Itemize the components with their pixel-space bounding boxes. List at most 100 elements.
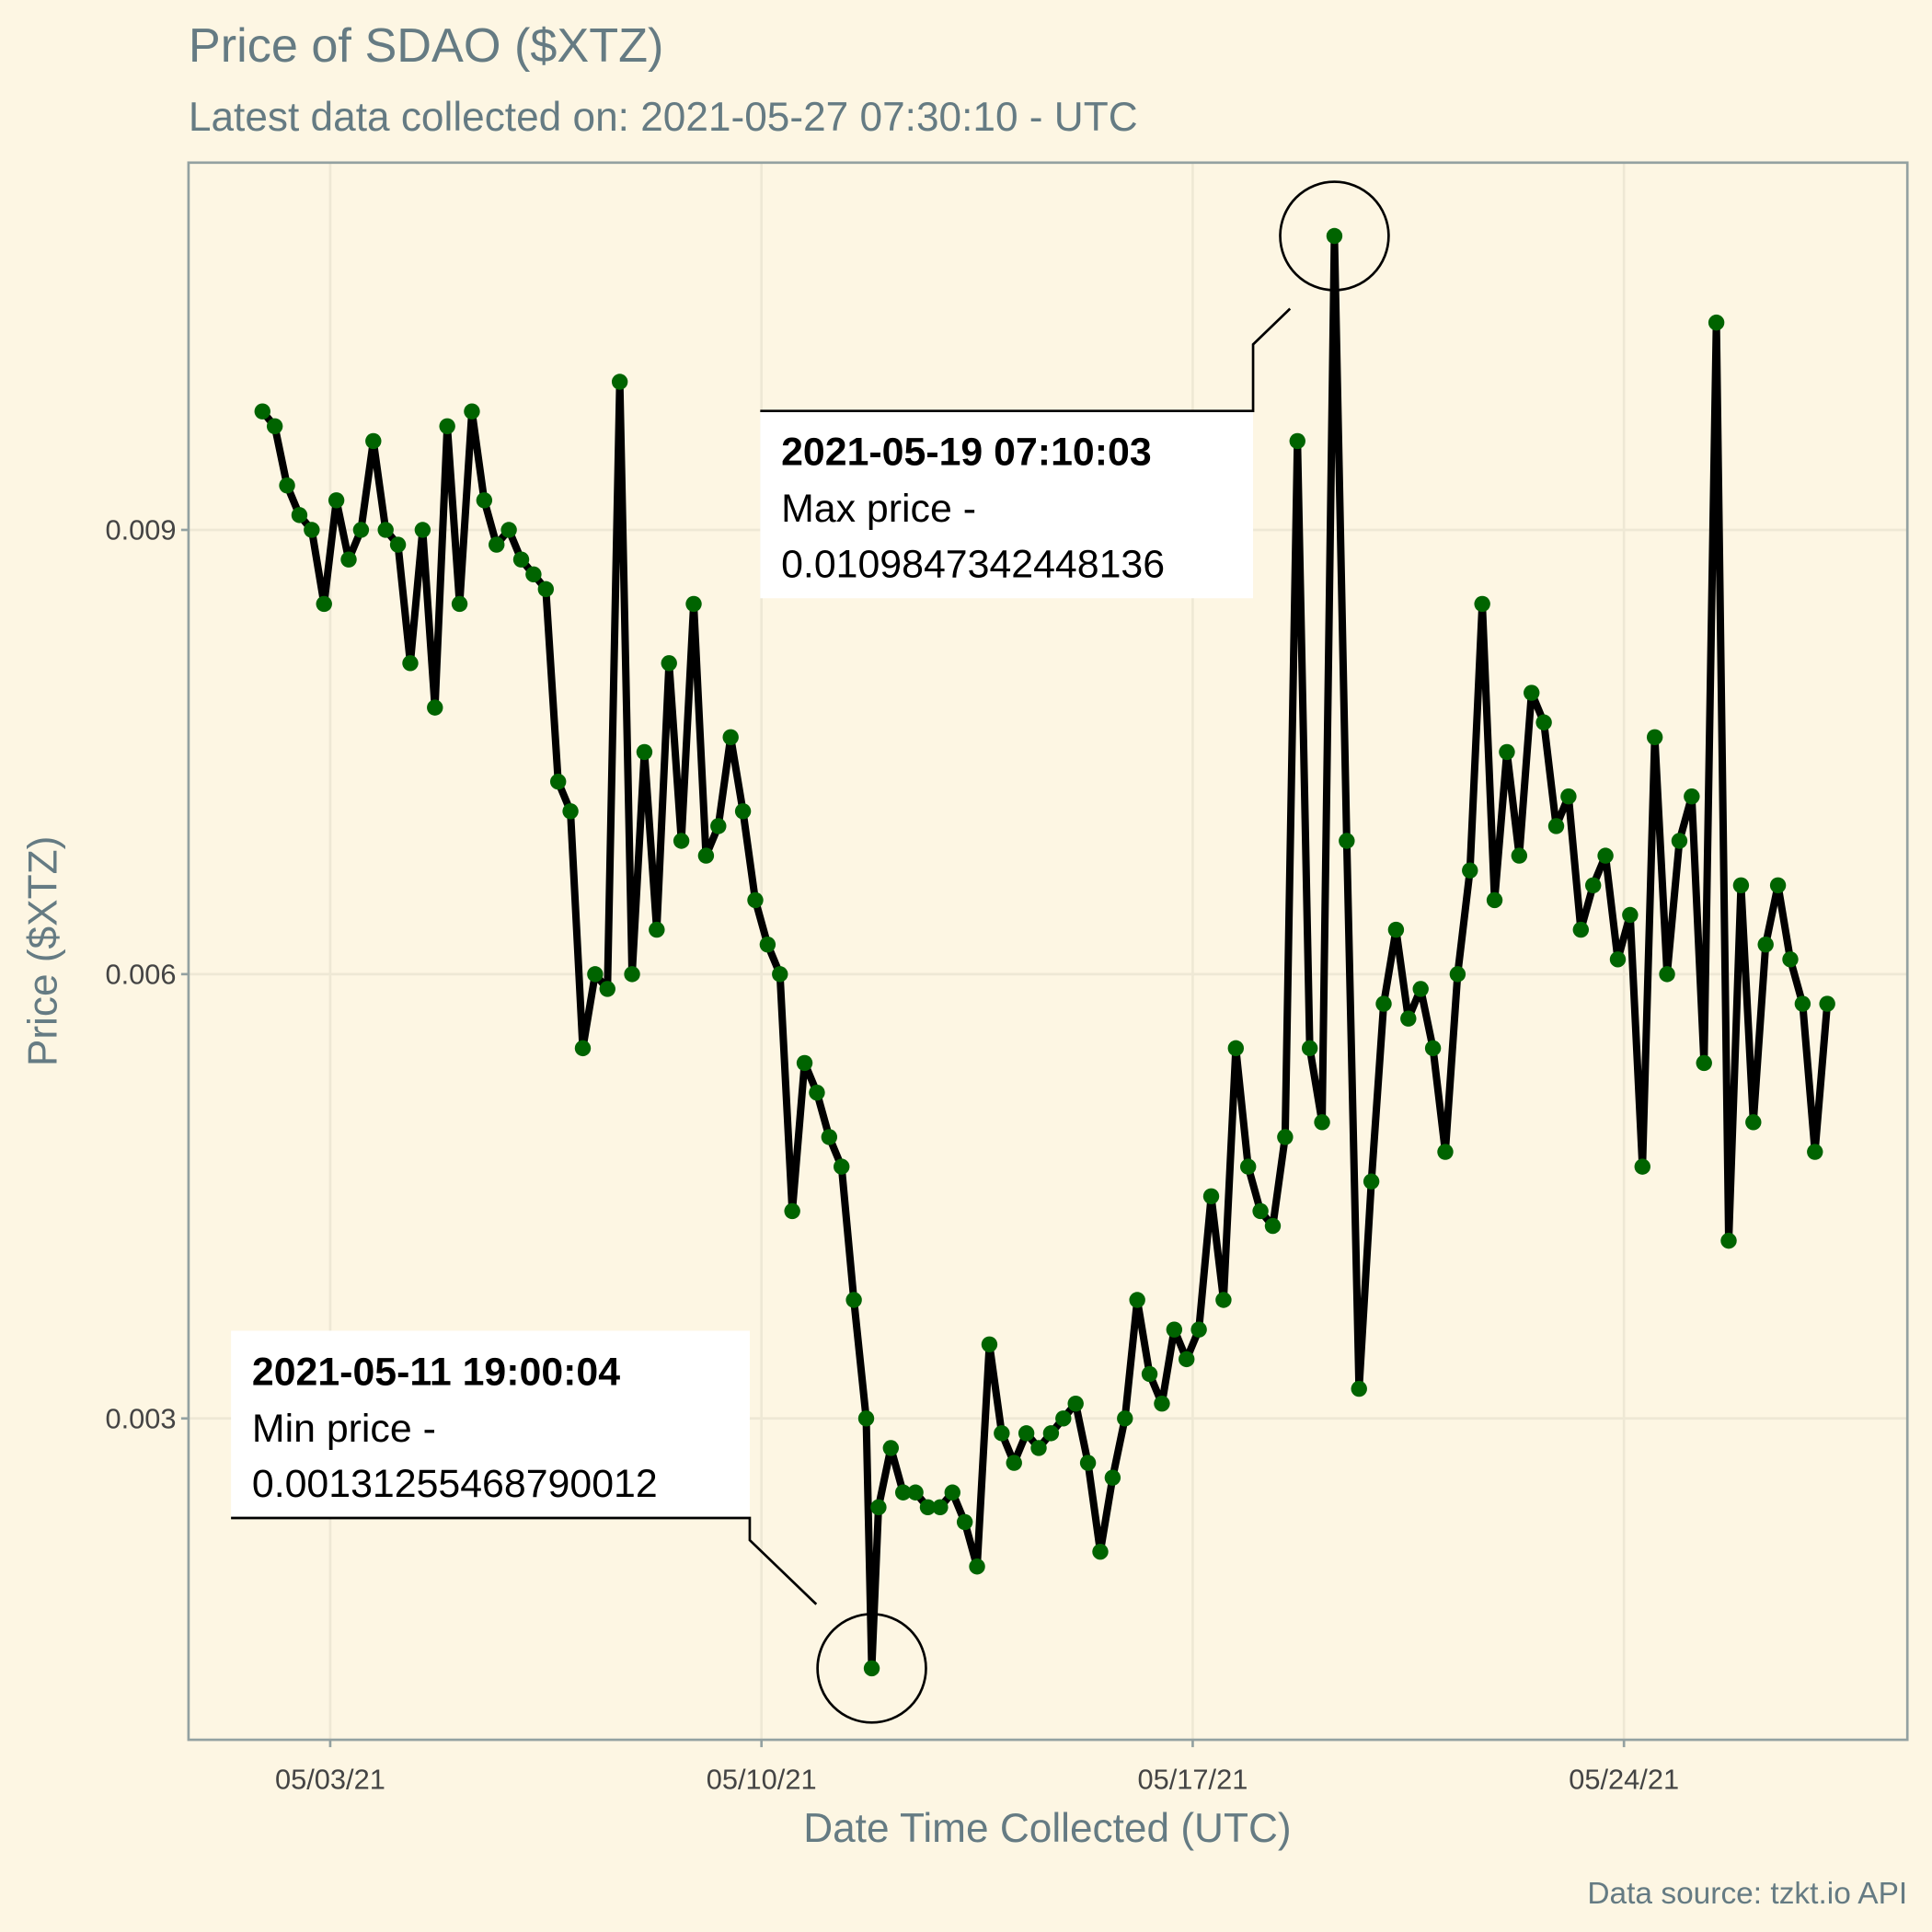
price-point xyxy=(1006,1455,1022,1471)
price-point xyxy=(969,1558,985,1575)
price-point xyxy=(1634,1158,1650,1175)
price-point xyxy=(661,655,677,672)
price-point xyxy=(796,1054,813,1072)
price-point xyxy=(1449,966,1466,983)
price-point xyxy=(1239,1158,1257,1175)
price-point xyxy=(574,1040,592,1057)
price-point xyxy=(500,522,517,538)
price-point xyxy=(994,1425,1010,1442)
x-axis-title: Date Time Collected (UTC) xyxy=(803,1806,1291,1851)
price-point xyxy=(451,595,468,613)
price-point xyxy=(697,847,715,864)
price-point xyxy=(1720,1232,1737,1249)
price-point xyxy=(427,699,443,716)
price-point xyxy=(1202,1188,1220,1205)
price-point xyxy=(1424,1040,1442,1057)
price-point xyxy=(981,1336,998,1352)
price-point xyxy=(1782,951,1799,968)
price-point xyxy=(1351,1380,1367,1397)
price-point xyxy=(1597,847,1614,864)
price-point xyxy=(1622,906,1639,924)
annotation-text: Max price - xyxy=(781,487,976,531)
price-point xyxy=(1646,729,1663,746)
price-point xyxy=(649,921,665,938)
price-point xyxy=(932,1499,949,1516)
price-point xyxy=(845,1292,862,1308)
price-point xyxy=(1524,684,1540,701)
price-point xyxy=(254,403,270,420)
price-point xyxy=(1794,995,1811,1012)
price-point xyxy=(1190,1321,1207,1338)
panel-border xyxy=(187,161,1909,1742)
price-point xyxy=(1584,877,1602,894)
price-point xyxy=(1474,595,1490,613)
price-point xyxy=(1104,1469,1121,1486)
chart-subtitle: Latest data collected on: 2021-05-27 07:… xyxy=(189,95,1138,140)
price-point xyxy=(1227,1040,1245,1057)
price-point xyxy=(821,1129,838,1145)
price-point xyxy=(722,729,739,746)
y-tick-label: 0.006 xyxy=(105,959,176,991)
price-point xyxy=(1684,788,1700,805)
y-tick-label: 0.009 xyxy=(105,514,176,546)
price-point xyxy=(599,981,615,997)
price-point xyxy=(1708,314,1725,331)
price-point xyxy=(857,1410,875,1427)
price-point xyxy=(279,477,295,494)
price-point xyxy=(1560,788,1577,805)
price-point xyxy=(1079,1455,1097,1471)
price-point xyxy=(377,522,394,538)
price-point xyxy=(1486,891,1503,909)
price-point xyxy=(1339,833,1355,849)
annotation-box xyxy=(231,1330,750,1519)
price-point xyxy=(1732,877,1750,894)
annotation-circle xyxy=(1279,180,1390,292)
price-point xyxy=(1117,1410,1133,1427)
price-point xyxy=(1018,1425,1035,1442)
chart-title: Price of SDAO ($XTZ) xyxy=(189,19,663,73)
y-axis-title: Price ($XTZ) xyxy=(21,836,66,1066)
price-point xyxy=(882,1440,900,1456)
price-point xyxy=(1092,1543,1109,1560)
price-point xyxy=(759,936,776,953)
price-point xyxy=(611,374,628,390)
price-point xyxy=(266,418,283,435)
price-point xyxy=(476,492,493,509)
y-tick-label: 0.003 xyxy=(105,1402,176,1434)
price-point xyxy=(1769,877,1787,894)
price-point xyxy=(352,522,370,538)
annotation-value: 0.0109847342448136 xyxy=(781,542,1165,586)
price-point xyxy=(1400,1010,1417,1027)
price-point xyxy=(1462,862,1478,879)
price-point xyxy=(1819,995,1835,1012)
price-point xyxy=(1289,432,1305,450)
x-tick-label: 05/10/21 xyxy=(707,1764,817,1796)
price-point xyxy=(1166,1321,1183,1338)
price-point xyxy=(1547,818,1565,834)
price-point xyxy=(710,818,727,834)
price-point xyxy=(919,1499,937,1516)
price-point xyxy=(1572,921,1590,938)
x-tick-label: 05/03/21 xyxy=(275,1764,385,1796)
price-point xyxy=(673,833,690,849)
annotation-title: 2021-05-19 07:10:03 xyxy=(781,431,1152,475)
price-point xyxy=(1314,1114,1330,1131)
price-point xyxy=(956,1513,973,1531)
price-point xyxy=(784,1202,800,1220)
price-point xyxy=(1412,981,1429,997)
annotation-value: 0.00131255468790012 xyxy=(252,1462,658,1506)
price-point xyxy=(1696,1054,1712,1072)
price-point xyxy=(340,551,357,568)
x-tick-label: 05/24/21 xyxy=(1569,1764,1679,1796)
price-point xyxy=(1511,847,1528,864)
x-tick-label: 05/17/21 xyxy=(1137,1764,1248,1796)
price-point xyxy=(863,1660,880,1677)
annotation-leader xyxy=(231,1516,818,1605)
price-point xyxy=(1671,833,1688,849)
price-point xyxy=(944,1484,960,1501)
price-point xyxy=(1757,936,1774,953)
price-point xyxy=(1535,714,1552,730)
price-point xyxy=(747,891,764,909)
